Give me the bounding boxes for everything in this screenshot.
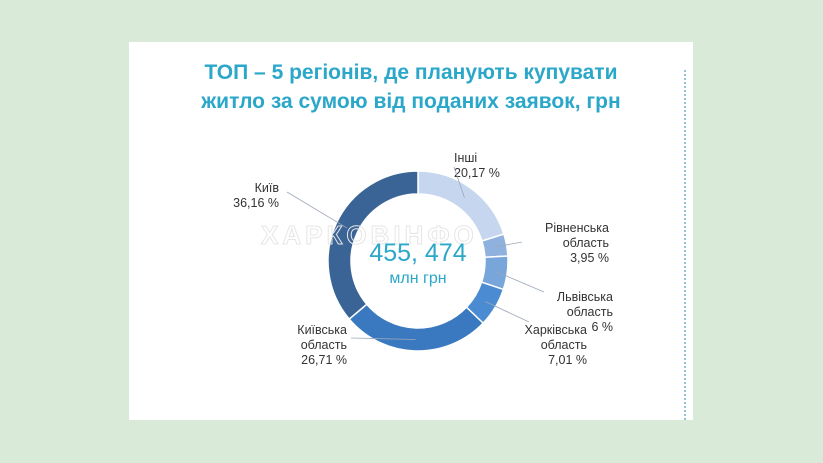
chart-title-line2: житло за сумою від поданих заявок, грн: [201, 90, 621, 113]
chart-title-line1: ТОП – 5 регіонів, де планують купувати: [204, 61, 618, 84]
chart-title: ТОП – 5 регіонів, де планують купувати ж…: [129, 58, 693, 116]
center-total-value: 455, 474: [369, 239, 466, 267]
slice-label-2-line-2: 6 %: [591, 320, 613, 334]
slice-label-0-line-0: Інші: [454, 151, 477, 165]
slice-label-4-line-2: 26,71 %: [301, 353, 347, 367]
slice-label-2-line-1: область: [567, 305, 613, 319]
watermark: ХАРКОВІНФО: [261, 220, 478, 250]
leader-line-4: [350, 337, 416, 340]
chart-card: ТОП – 5 регіонів, де планують купувати ж…: [129, 42, 693, 420]
slice-label-0-line-1: 20,17 %: [454, 166, 500, 180]
slice-4: [348, 303, 485, 352]
center-total-unit: млн грн: [389, 270, 446, 287]
leader-line-3: [485, 301, 530, 323]
slice-label-3-line-1: область: [541, 338, 587, 352]
leader-line-5: [286, 191, 348, 229]
slice-label-3-line-0: Харківська: [525, 323, 587, 337]
slice-label-3-line-2: 7,01 %: [548, 353, 587, 367]
slice-label-5-line-0: Київ: [255, 181, 280, 195]
slice-label-5-line-1: 36,16 %: [233, 196, 279, 210]
slice-label-4-line-1: область: [301, 338, 347, 352]
dotted-divider: [684, 70, 686, 420]
slice-5: [327, 170, 419, 321]
leader-line-0: [453, 166, 465, 198]
slice-label-2-line-0: Львівська: [557, 290, 613, 304]
leader-line-1: [495, 241, 523, 248]
slice-label-1-line-1: область: [563, 236, 609, 250]
slice-label-4-line-0: Київська: [297, 323, 347, 337]
slice-label-1-line-0: Рівненська: [545, 221, 609, 235]
leader-line-2: [495, 271, 545, 293]
slice-label-1-line-2: 3,95 %: [570, 251, 609, 265]
